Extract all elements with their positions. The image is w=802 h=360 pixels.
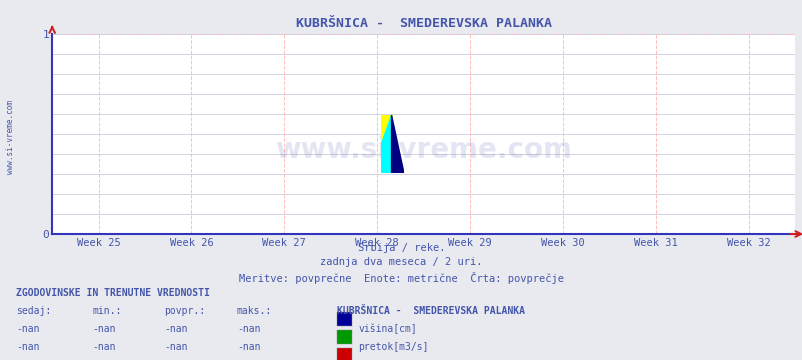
Text: -nan: -nan [164, 342, 188, 352]
Text: ZGODOVINSKE IN TRENUTNE VREDNOSTI: ZGODOVINSKE IN TRENUTNE VREDNOSTI [16, 288, 209, 298]
Text: zadnja dva meseca / 2 uri.: zadnja dva meseca / 2 uri. [320, 257, 482, 267]
Text: pretok[m3/s]: pretok[m3/s] [358, 342, 428, 352]
Text: KUBRŠNICA -  SMEDEREVSKA PALANKA: KUBRŠNICA - SMEDEREVSKA PALANKA [337, 306, 525, 316]
Polygon shape [391, 115, 403, 173]
Polygon shape [381, 115, 391, 144]
Text: -nan: -nan [92, 342, 115, 352]
Text: -nan: -nan [237, 342, 260, 352]
Polygon shape [381, 115, 391, 173]
Text: višina[cm]: višina[cm] [358, 324, 416, 334]
Text: sedaj:: sedaj: [16, 306, 51, 316]
Text: www.si-vreme.com: www.si-vreme.com [275, 136, 571, 164]
Text: Meritve: povprečne  Enote: metrične  Črta: povprečje: Meritve: povprečne Enote: metrične Črta:… [239, 272, 563, 284]
Text: min.:: min.: [92, 306, 122, 316]
Text: www.si-vreme.com: www.si-vreme.com [6, 100, 15, 174]
Text: -nan: -nan [237, 324, 260, 334]
Text: povpr.:: povpr.: [164, 306, 205, 316]
Title: KUBRŠNICA -  SMEDEREVSKA PALANKA: KUBRŠNICA - SMEDEREVSKA PALANKA [295, 17, 551, 30]
Text: -nan: -nan [164, 324, 188, 334]
Text: -nan: -nan [16, 324, 39, 334]
Text: maks.:: maks.: [237, 306, 272, 316]
Text: -nan: -nan [16, 342, 39, 352]
Text: -nan: -nan [92, 324, 115, 334]
Text: Srbija / reke.: Srbija / reke. [358, 243, 444, 253]
